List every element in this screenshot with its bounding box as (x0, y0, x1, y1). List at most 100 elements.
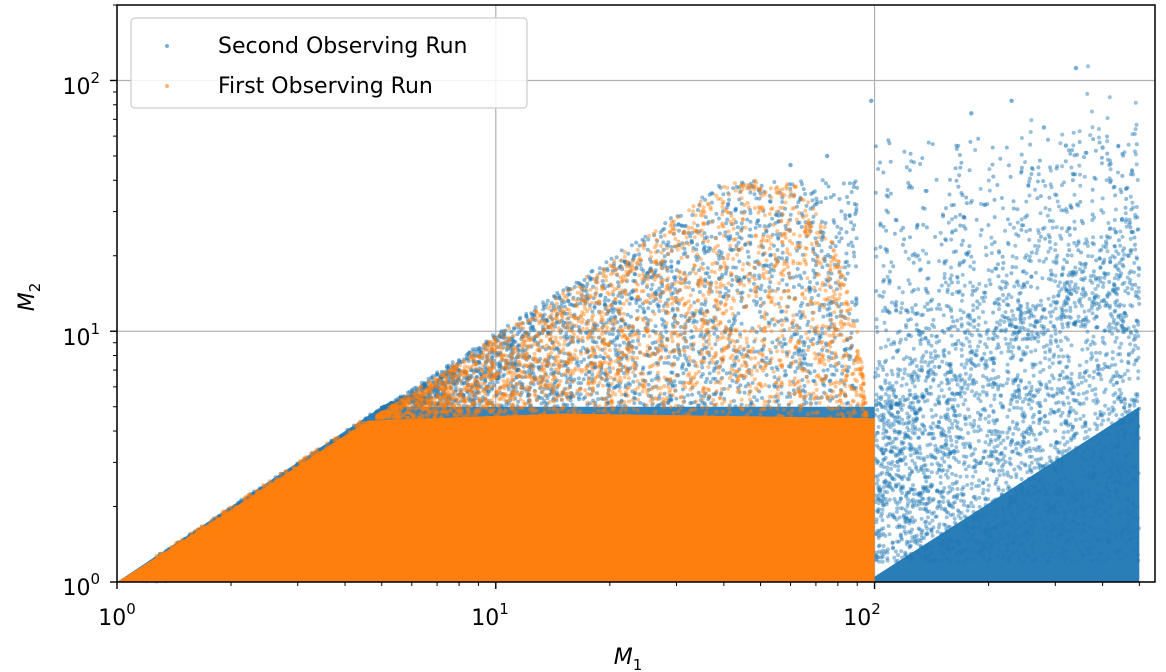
second-run-point (1001, 553, 1006, 558)
second-run-point (669, 245, 674, 249)
second-run-point (797, 309, 802, 314)
second-run-point (1002, 319, 1007, 324)
second-run-point (657, 309, 662, 313)
second-run-point (1135, 515, 1140, 520)
second-run-point (1060, 322, 1065, 327)
second-run-point (965, 538, 970, 543)
second-run-point (1001, 293, 1005, 297)
second-run-point (1010, 254, 1015, 259)
second-run-point (655, 249, 660, 254)
second-run-point (802, 383, 807, 388)
second-run-point (679, 313, 684, 318)
second-run-point (520, 375, 525, 380)
second-run-point (936, 354, 941, 359)
second-run-point (777, 403, 781, 408)
second-run-point (709, 289, 714, 294)
second-run-point (381, 405, 386, 410)
second-run-point (702, 231, 707, 236)
second-run-point (829, 356, 834, 361)
second-run-point (637, 304, 642, 309)
second-run-point (705, 266, 710, 271)
second-run-point (1048, 246, 1053, 251)
second-run-point (738, 332, 742, 337)
second-run-point (887, 532, 892, 537)
second-run-point (803, 220, 808, 225)
second-run-point (616, 284, 621, 288)
second-run-point (839, 209, 844, 214)
second-run-point (1013, 317, 1018, 322)
second-run-point (1025, 470, 1030, 475)
second-run-point (1033, 517, 1038, 522)
second-run-point (932, 364, 937, 369)
second-run-point (833, 244, 838, 249)
second-run-point (690, 392, 695, 397)
second-run-point (1080, 347, 1085, 352)
second-run-point (799, 276, 804, 281)
second-run-point (1016, 283, 1021, 288)
second-run-point (1026, 328, 1031, 333)
second-run-point (775, 338, 780, 343)
second-run-point (590, 372, 595, 377)
second-run-point (642, 333, 647, 338)
second-run-point (656, 304, 661, 309)
second-run-point (559, 397, 564, 402)
second-run-point (649, 287, 654, 292)
second-run-point (1111, 407, 1116, 412)
second-run-point (579, 360, 584, 364)
second-run-point (631, 379, 636, 384)
second-run-point (590, 268, 595, 273)
second-run-point (1069, 253, 1074, 258)
second-run-point (703, 197, 708, 202)
second-run-point (950, 425, 955, 430)
second-run-point (791, 379, 796, 384)
second-run-point (730, 278, 735, 282)
second-run-point (966, 556, 970, 561)
second-run-point (754, 302, 759, 307)
second-run-point (743, 384, 748, 389)
second-run-point (1015, 220, 1020, 225)
second-run-point (959, 347, 964, 352)
second-run-point (770, 340, 775, 345)
second-run-point (1060, 466, 1065, 471)
second-run-point (1136, 369, 1141, 374)
second-run-point (517, 317, 522, 322)
second-run-point (1030, 330, 1034, 335)
second-run-point (1016, 497, 1021, 502)
second-run-point (718, 290, 723, 295)
second-run-point (1061, 354, 1066, 359)
second-run-point (554, 398, 559, 403)
second-run-point (707, 275, 712, 279)
second-run-point (801, 187, 806, 192)
second-run-point (752, 365, 757, 370)
second-run-point (750, 380, 755, 385)
second-run-point (875, 366, 880, 371)
second-run-point (1053, 331, 1058, 336)
second-run-point (910, 470, 915, 475)
second-run-point (669, 259, 674, 264)
second-run-point (1068, 491, 1073, 496)
second-run-point (1008, 456, 1012, 461)
second-run-point (885, 558, 890, 563)
second-run-point (1081, 413, 1086, 418)
second-run-point (1047, 555, 1052, 560)
second-run-point (1027, 464, 1032, 469)
second-run-point (1105, 249, 1110, 254)
second-run-point (926, 515, 930, 520)
second-run-point (985, 521, 990, 526)
second-run-point (1054, 225, 1059, 230)
second-run-point (768, 253, 773, 258)
second-run-point (1015, 279, 1020, 284)
second-run-point (580, 339, 585, 344)
second-run-point (956, 403, 960, 408)
second-run-point (748, 219, 753, 224)
second-run-point (839, 378, 844, 383)
second-run-point (542, 312, 547, 317)
second-run-point (855, 185, 860, 190)
second-run-point (958, 474, 963, 479)
second-run-point (938, 474, 943, 479)
second-run-point (797, 220, 802, 225)
second-run-point (962, 365, 967, 370)
second-run-point (737, 259, 742, 264)
second-run-point (839, 236, 844, 241)
second-run-point (1133, 479, 1138, 483)
